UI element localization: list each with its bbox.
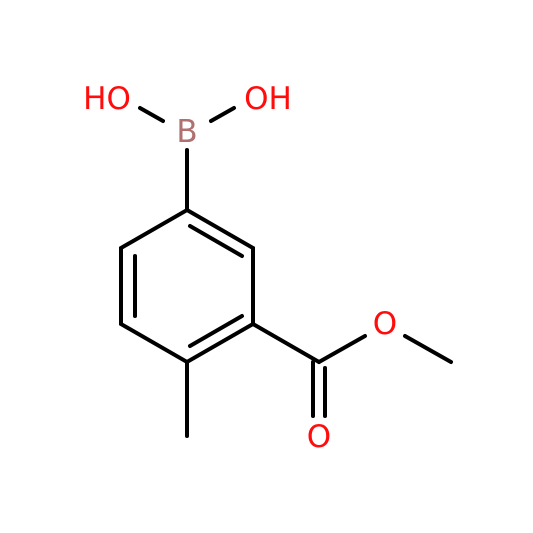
bonds <box>119 106 453 438</box>
atom-label: O <box>373 306 397 342</box>
atom-label: OH <box>244 81 292 117</box>
atom-label: B <box>176 114 197 150</box>
bond <box>209 106 236 123</box>
atom-label: HO <box>83 81 131 117</box>
bond <box>138 106 165 123</box>
atom-label: O <box>307 419 331 455</box>
double-bond-inner <box>188 314 244 348</box>
double-bond-inner <box>188 224 244 258</box>
bond <box>403 334 453 364</box>
bond <box>251 322 321 364</box>
bond <box>317 334 367 364</box>
